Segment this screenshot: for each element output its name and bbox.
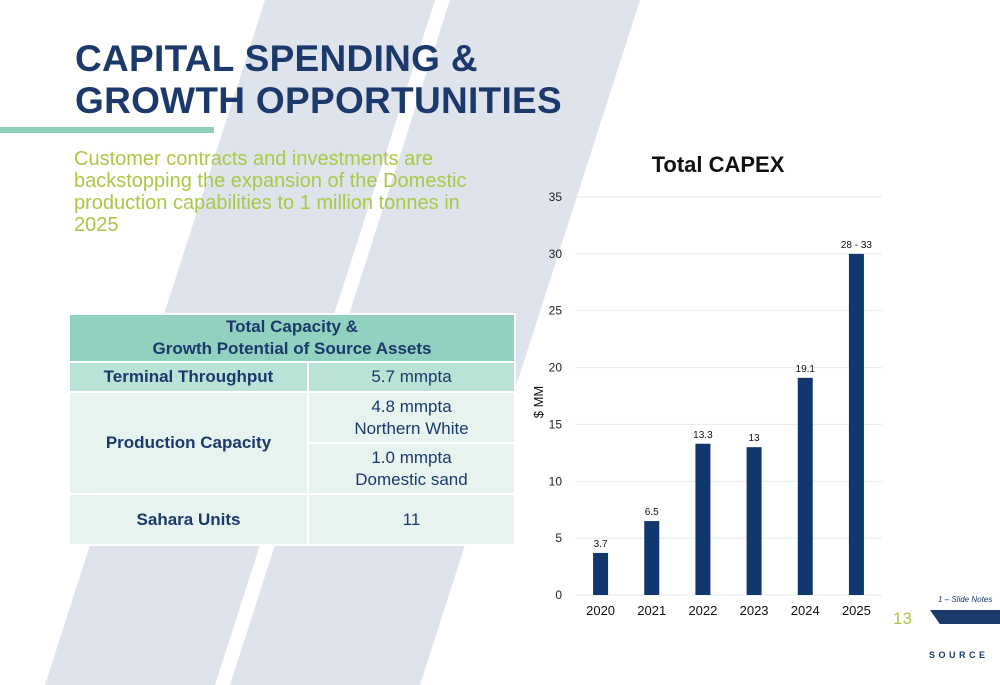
y-tick-label: 10 — [549, 474, 563, 488]
y-tick-label: 25 — [549, 304, 563, 318]
y-tick-label: 30 — [549, 247, 563, 261]
bar-2021 — [644, 521, 660, 595]
x-tick-label: 2022 — [688, 603, 717, 618]
y-tick-label: 5 — [555, 531, 562, 545]
x-tick-label: 2023 — [740, 603, 769, 618]
table-row: 1.0 mmpta Domestic sand — [69, 442, 516, 495]
slide-notes-footnote: 1 – Slide Notes — [938, 595, 993, 604]
data-label-2020: 3.7 — [594, 539, 608, 550]
y-tick-label: 35 — [549, 190, 563, 204]
sahara-units-value: 11 — [307, 493, 516, 546]
data-label-2022: 13.3 — [693, 430, 713, 441]
chart-title: Total CAPEX — [652, 152, 785, 177]
y-tick-label: 20 — [549, 361, 563, 375]
title-line-2: GROWTH OPPORTUNITIES — [75, 80, 562, 121]
bar-2025 — [848, 253, 864, 595]
page-number: 13 — [893, 609, 912, 628]
bar-2020 — [593, 552, 609, 595]
production-value-2-line-1: 1.0 mmpta — [371, 447, 452, 467]
subtitle-text: Customer contracts and investments are b… — [74, 148, 467, 236]
terminal-throughput-value: 5.7 mmpta — [307, 361, 516, 393]
x-tick-label: 2021 — [637, 603, 666, 618]
production-capacity-label: Production Capacity — [68, 391, 309, 495]
x-tick-label: 2025 — [842, 603, 871, 618]
sahara-units-label: Sahara Units — [68, 493, 309, 546]
table-header-line-2: Growth Potential of Source Assets — [152, 339, 432, 358]
bar-2022 — [695, 443, 711, 595]
data-label-2024: 19.1 — [796, 364, 816, 375]
terminal-throughput-label: Terminal Throughput — [68, 361, 309, 393]
table-header: Total Capacity & Growth Potential of Sou… — [68, 313, 516, 363]
bar-2023 — [746, 447, 762, 595]
data-label-2023: 13 — [749, 433, 761, 444]
table-row: Production Capacity 4.8 mmpta Northern W… — [68, 391, 516, 495]
corner-accent-bar — [930, 610, 1000, 624]
table-header-row: Total Capacity & Growth Potential of Sou… — [68, 313, 516, 363]
production-value-1-line-2: Northern White — [354, 418, 469, 438]
table-header-line-1: Total Capacity & — [226, 317, 358, 336]
page-title: CAPITAL SPENDING & GROWTH OPPORTUNITIES — [75, 38, 675, 122]
y-tick-label: 0 — [555, 588, 562, 602]
bar-2024 — [797, 377, 813, 595]
production-capacity-value-1: 4.8 mmpta Northern White — [307, 391, 516, 444]
production-capacity-value-2: 1.0 mmpta Domestic sand — [307, 442, 516, 495]
data-label-2025: 28 - 33 — [841, 240, 873, 251]
data-label-2021: 6.5 — [645, 507, 659, 518]
capacity-table: Total Capacity & Growth Potential of Sou… — [68, 313, 516, 546]
x-tick-label: 2020 — [586, 603, 615, 618]
production-value-2-line-2: Domestic sand — [355, 469, 468, 489]
y-tick-label: 15 — [549, 417, 563, 431]
x-tick-label: 2024 — [791, 603, 820, 618]
table-row: Sahara Units 11 — [68, 493, 516, 546]
title-underline — [0, 127, 214, 133]
y-axis-label: $ MM — [531, 386, 546, 419]
production-value-1-line-1: 4.8 mmpta — [371, 396, 452, 416]
table-row: Terminal Throughput 5.7 mmpta — [68, 361, 516, 393]
source-logo: SOURCE — [929, 650, 989, 660]
title-line-1: CAPITAL SPENDING & — [75, 38, 478, 79]
